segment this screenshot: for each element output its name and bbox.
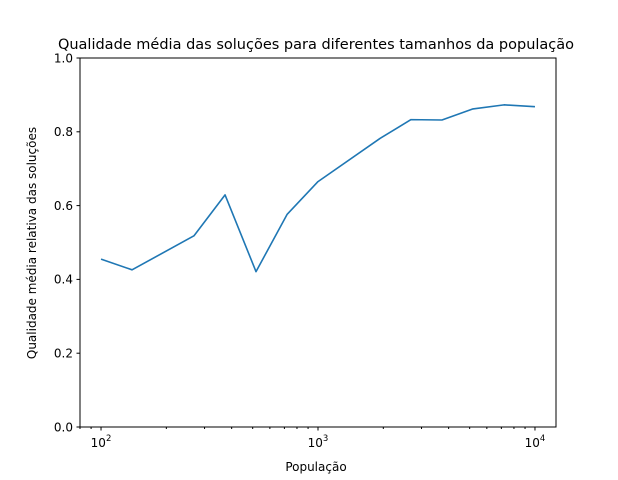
x-tick-label-base: 10 — [525, 436, 540, 450]
y-tick-label: 0.6 — [54, 199, 73, 213]
series-line — [100, 104, 536, 273]
x-axis-label: População — [285, 460, 346, 474]
x-tick-label: 103 — [308, 434, 329, 450]
x-tick-label-exponent: 4 — [540, 434, 545, 444]
x-axis-ticks: 102 103 104 — [91, 427, 546, 450]
plot-area: 102 103 104 0.00.20.40.60.81.0 — [54, 51, 557, 450]
plot-frame — [79, 57, 557, 428]
chart-title: Qualidade média das soluções para difere… — [58, 37, 574, 53]
y-axis-label: Qualidade média relativa das soluções — [25, 127, 39, 359]
y-tick-label: 0.0 — [54, 420, 73, 434]
y-tick-label: 0.4 — [54, 273, 73, 287]
x-tick-label-base: 10 — [91, 436, 106, 450]
x-tick-label-exponent: 3 — [323, 434, 328, 444]
y-tick-label: 0.2 — [54, 347, 73, 361]
x-tick-label-base: 10 — [308, 436, 323, 450]
x-tick-label: 102 — [91, 434, 112, 450]
x-tick-label-exponent: 2 — [106, 434, 111, 444]
y-tick-label: 1.0 — [54, 51, 73, 65]
y-tick-label: 0.8 — [54, 125, 73, 139]
x-tick-label: 104 — [525, 434, 546, 450]
y-axis-ticks: 0.0 0.2 0.4 0.6 0.8 1.0 — [54, 51, 80, 434]
